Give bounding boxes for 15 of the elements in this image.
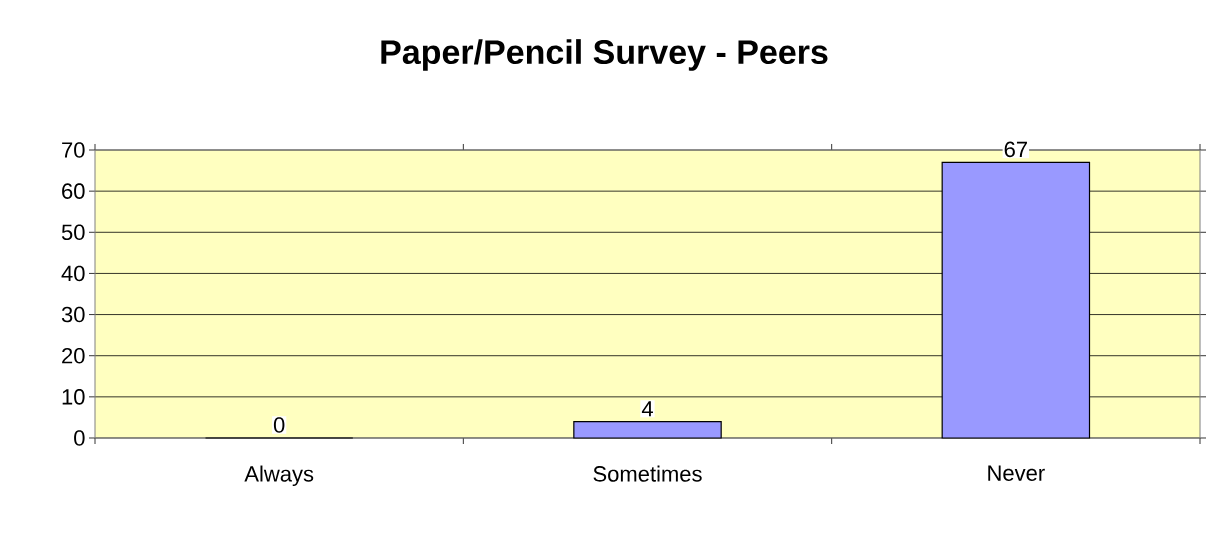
y-tick-label: 0 (74, 430, 85, 446)
x-tick-label: Always (244, 465, 314, 487)
x-tick-label: Never (988, 465, 1045, 481)
x-tick-label: Sometimes (593, 465, 702, 482)
y-tick-label: 20 (62, 347, 85, 364)
y-tick-label: 50 (61, 224, 85, 241)
y-tick-label: 30 (61, 306, 85, 323)
data-label: 4 (641, 401, 653, 417)
y-tick-label: 70 (62, 142, 85, 158)
data-label: 67 (1004, 141, 1027, 158)
y-tick-label: 40 (61, 265, 85, 282)
y-tick-label: 10 (62, 389, 85, 405)
chart-title: Paper/Pencil Survey - Peers (381, 39, 828, 71)
data-label: 0 (273, 417, 285, 433)
y-tick-label: 60 (62, 183, 85, 199)
